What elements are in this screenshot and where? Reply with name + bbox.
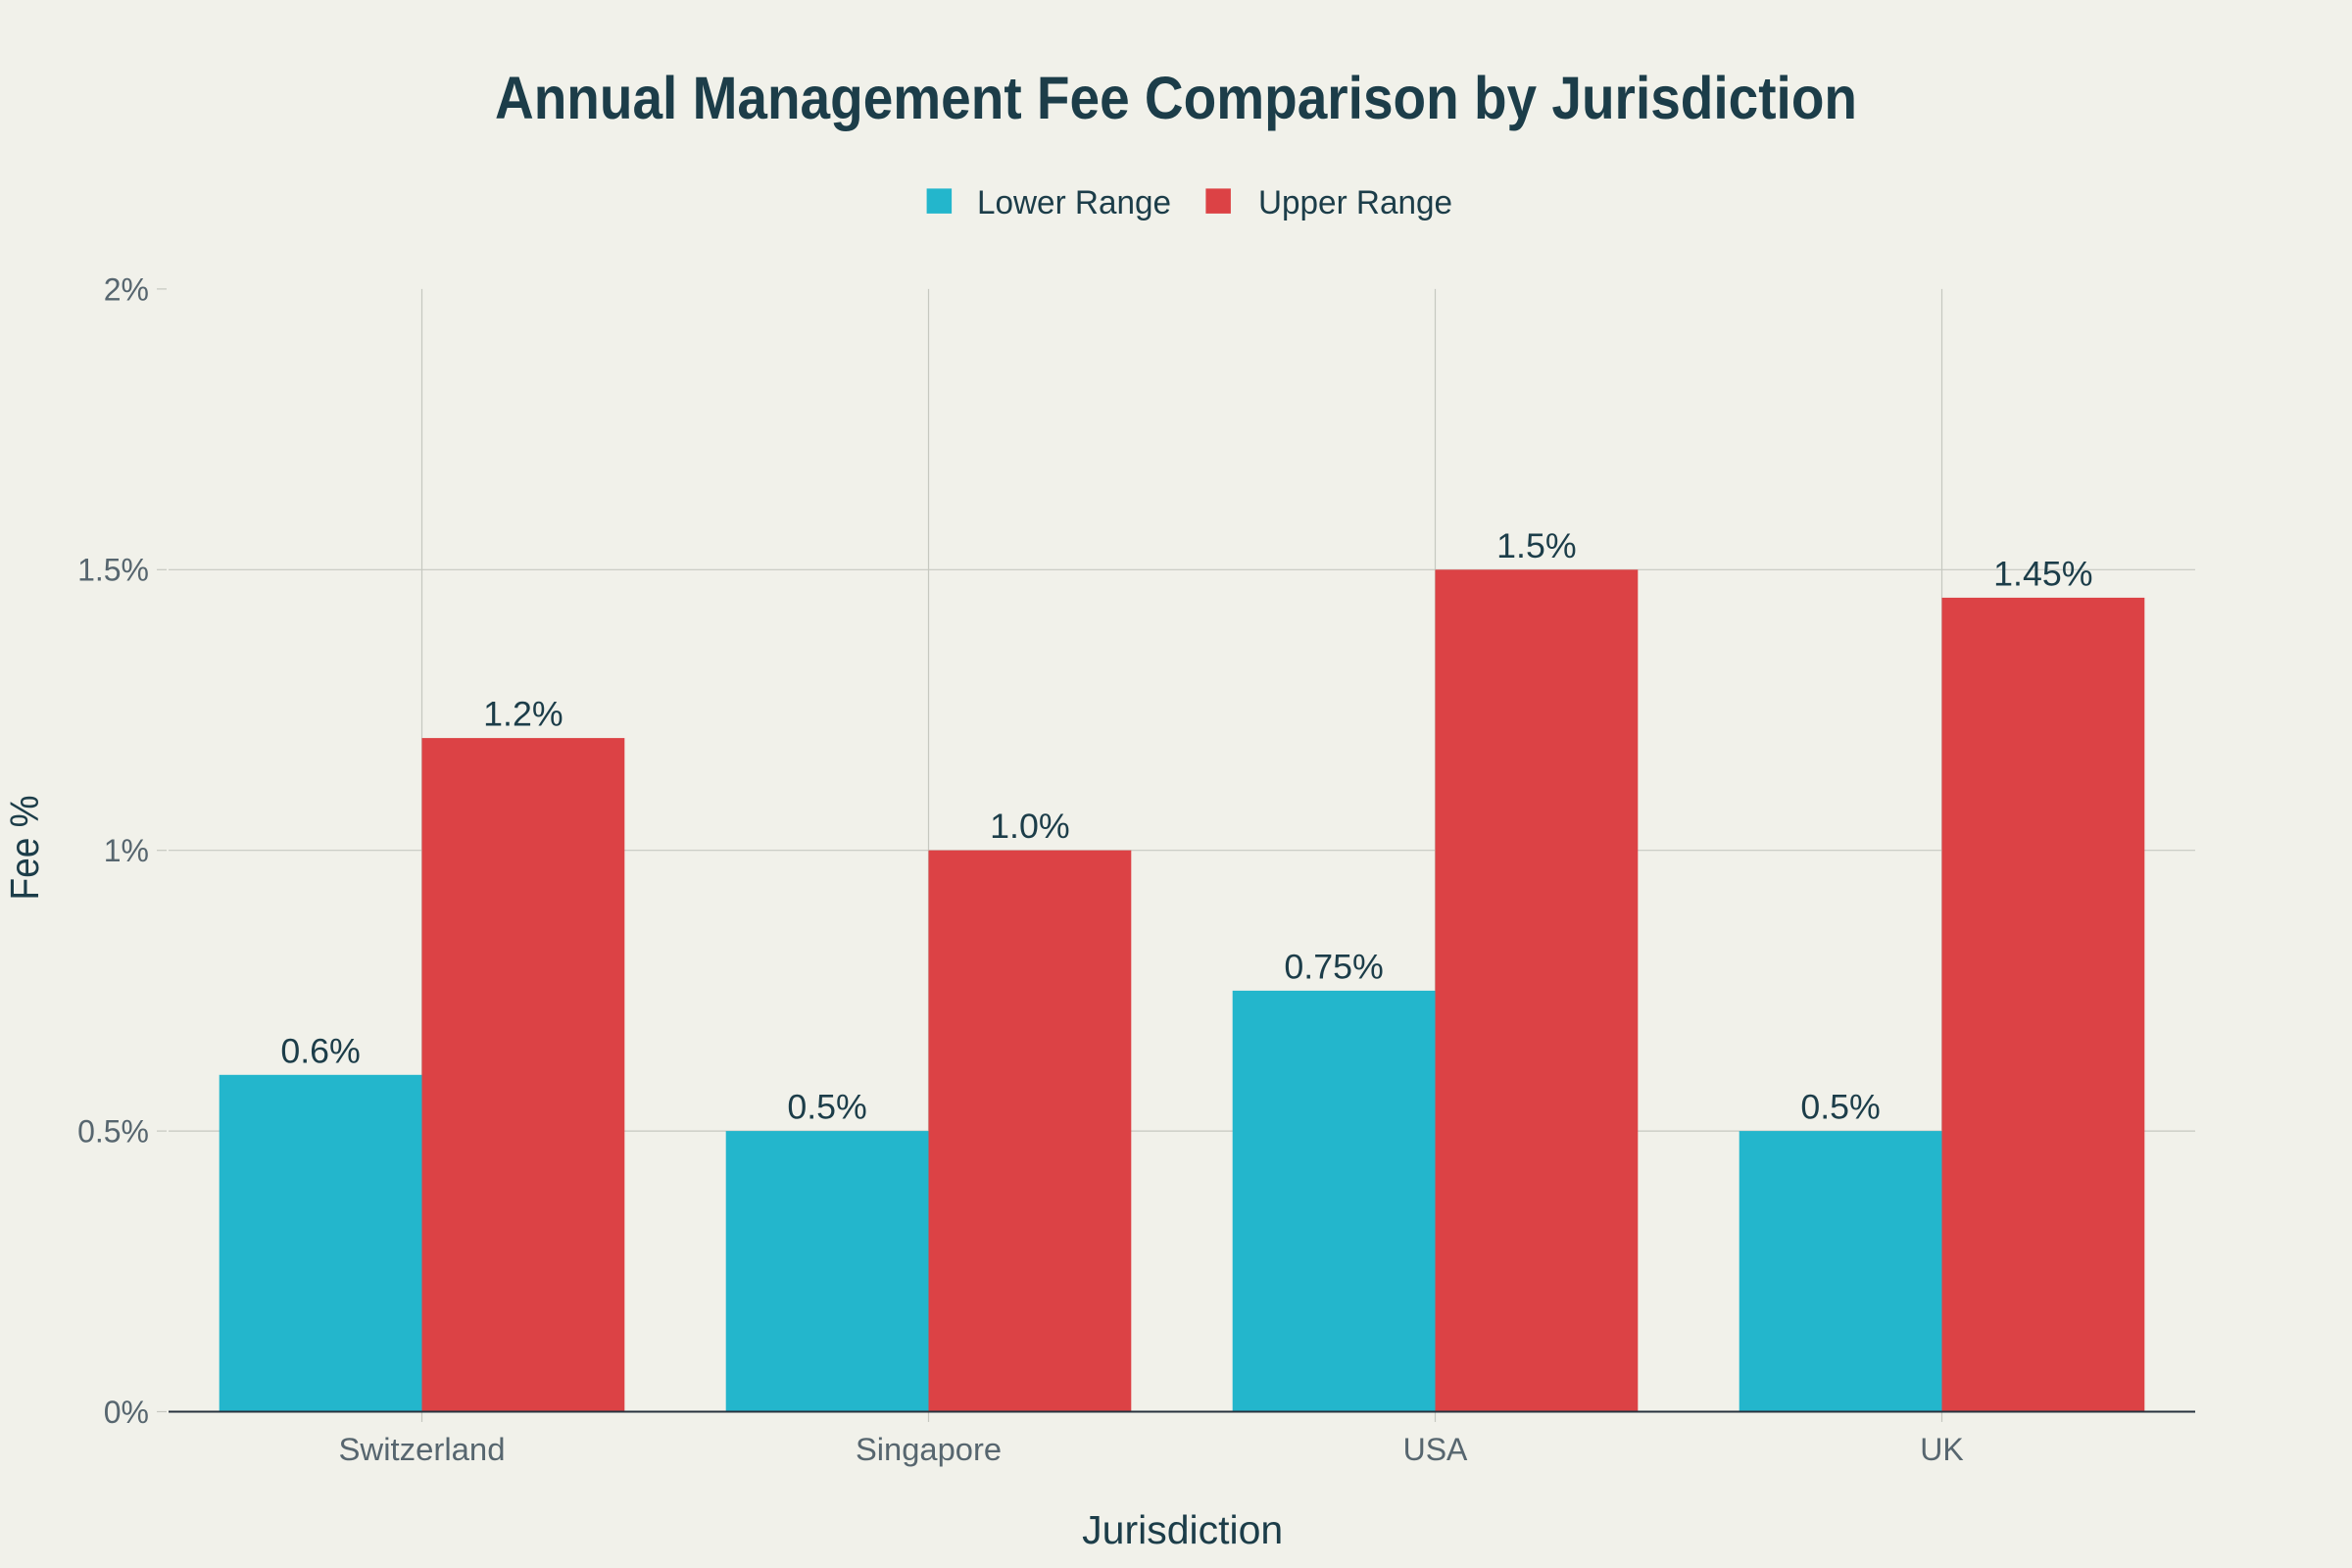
svg-text:0%: 0% — [104, 1395, 149, 1430]
svg-text:UK: UK — [1920, 1432, 1963, 1467]
svg-text:0.75%: 0.75% — [1284, 948, 1384, 986]
svg-text:1.5%: 1.5% — [1496, 527, 1577, 565]
svg-text:1%: 1% — [104, 833, 149, 868]
svg-text:Fee %: Fee % — [2, 796, 47, 901]
svg-text:Jurisdiction: Jurisdiction — [1082, 1507, 1283, 1552]
svg-text:USA: USA — [1403, 1432, 1468, 1467]
svg-text:Upper Range: Upper Range — [1258, 184, 1452, 221]
svg-text:2%: 2% — [104, 271, 149, 307]
svg-text:0.5%: 0.5% — [1800, 1089, 1881, 1127]
svg-text:1.2%: 1.2% — [483, 696, 564, 734]
svg-text:Switzerland: Switzerland — [339, 1432, 506, 1467]
svg-text:0.6%: 0.6% — [280, 1032, 361, 1070]
svg-text:Annual Management Fee Comparis: Annual Management Fee Comparison by Juri… — [495, 65, 1857, 131]
svg-text:1.45%: 1.45% — [1993, 555, 2093, 593]
svg-text:1.0%: 1.0% — [990, 808, 1070, 846]
svg-text:0.5%: 0.5% — [787, 1089, 867, 1127]
svg-text:Lower Range: Lower Range — [977, 184, 1171, 221]
svg-text:Singapore: Singapore — [856, 1432, 1002, 1467]
svg-text:1.5%: 1.5% — [77, 553, 149, 588]
svg-text:0.5%: 0.5% — [77, 1114, 149, 1150]
